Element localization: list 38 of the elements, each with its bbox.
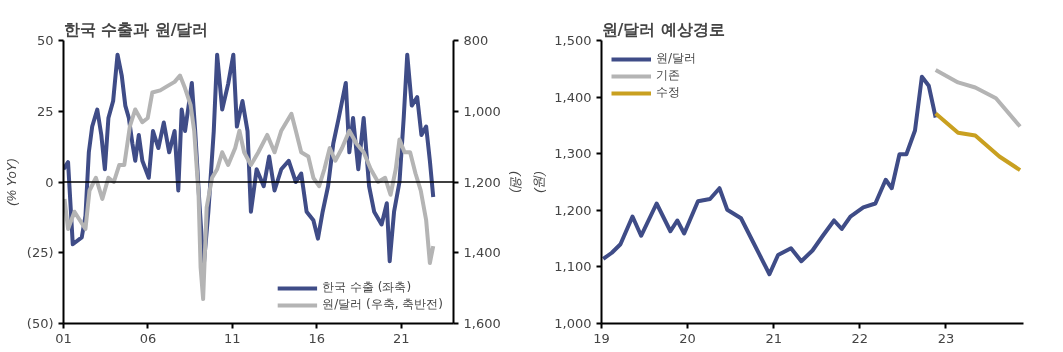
x-tick-label: 21 — [392, 330, 410, 346]
line-series — [933, 67, 1023, 129]
y-tick-label: (50) — [26, 316, 54, 331]
y-tick-label: 1,500 — [554, 33, 592, 48]
x-tick-label: 01 — [55, 330, 72, 346]
x-tick-label: 06 — [139, 330, 157, 346]
y2-tick-label: 800 — [463, 33, 489, 48]
y-tick-label: 1,400 — [554, 89, 592, 105]
line-series — [933, 111, 1023, 173]
y-tick-label: 0 — [45, 174, 54, 190]
y-tick-label: 1,000 — [554, 316, 592, 331]
y-tick-label: 1,100 — [554, 259, 592, 275]
x-tick-label: 11 — [224, 330, 241, 346]
y2-tick-label: 1,400 — [463, 245, 501, 261]
y2-tick-label: 1,000 — [463, 103, 501, 119]
x-tick-label: 16 — [308, 330, 326, 346]
y-axis-title: (원) — [531, 171, 547, 193]
y2-tick-label: 1,200 — [463, 174, 501, 190]
y-tick-label: 25 — [36, 103, 54, 119]
x-tick-label: 21 — [765, 330, 783, 346]
y-axis-title: (% YoY) — [3, 158, 19, 206]
legend-label: 기존 — [656, 67, 680, 84]
x-tick-label: 23 — [937, 330, 955, 346]
x-tick-label: 19 — [593, 330, 610, 346]
y-tick-label: 1,200 — [554, 202, 592, 218]
y2-tick-label: 1,600 — [463, 316, 501, 331]
y-tick-label: 50 — [36, 33, 54, 48]
x-tick-label: 22 — [851, 330, 869, 346]
legend-label: 수정 — [656, 84, 680, 101]
chart-title: 한국 수출과 원/달러 — [63, 19, 209, 39]
legend-label: 한국 수출 (좌축) — [322, 279, 412, 296]
chart-title: 원/달러 예상경로 — [601, 19, 725, 39]
y-tick-label: 1,300 — [554, 146, 592, 162]
legend-label: 원/달러 (우축, 축반전) — [322, 296, 443, 313]
y2-axis-title: (원) — [508, 171, 524, 193]
x-tick-label: 20 — [679, 330, 696, 346]
y-tick-label: (25) — [26, 245, 54, 261]
legend-label: 원/달러 — [656, 50, 697, 67]
